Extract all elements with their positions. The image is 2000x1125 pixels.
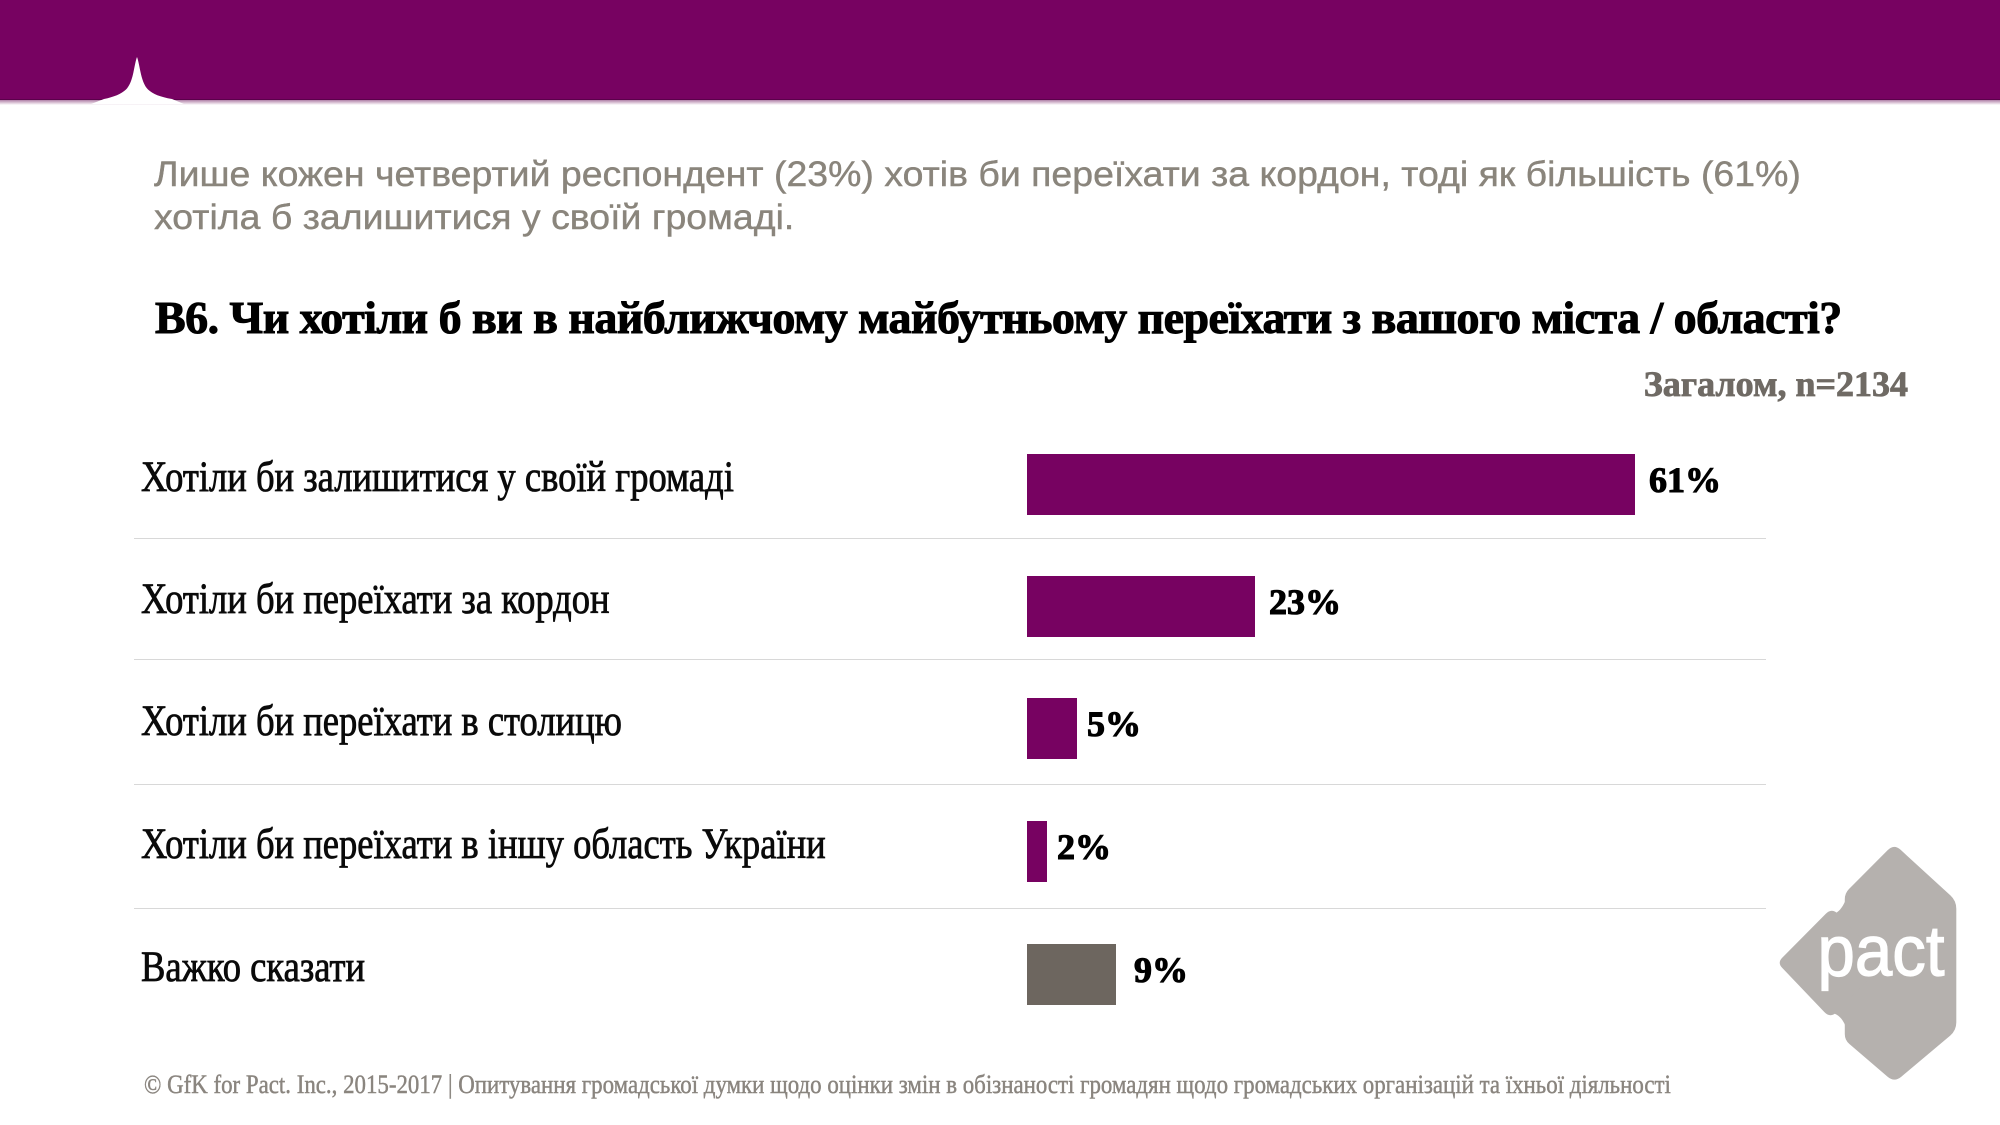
svg-text:pact: pact [1818, 913, 1945, 992]
